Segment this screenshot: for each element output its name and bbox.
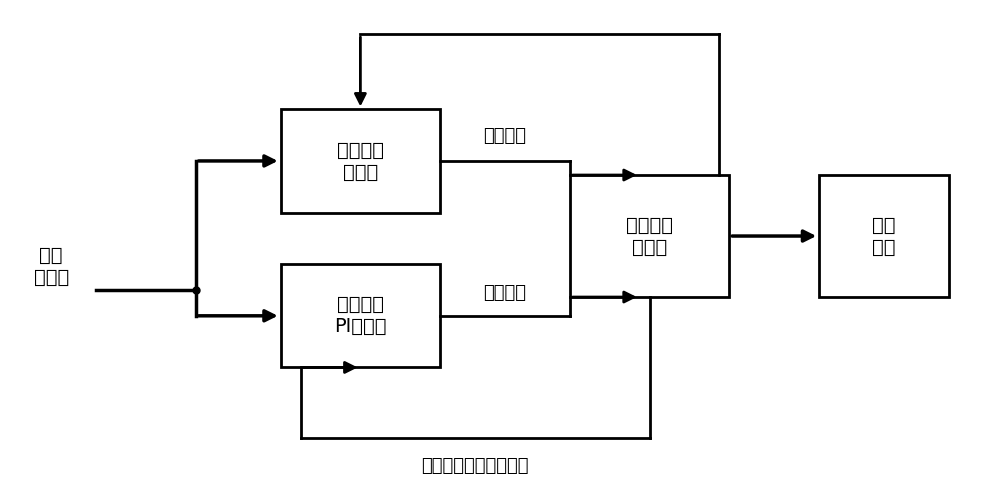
- FancyBboxPatch shape: [281, 109, 440, 213]
- Text: 转速
设定值: 转速 设定值: [34, 246, 69, 287]
- FancyBboxPatch shape: [281, 264, 440, 367]
- Text: 转速和定子电流反馈值: 转速和定子电流反馈值: [421, 456, 529, 475]
- FancyBboxPatch shape: [819, 175, 949, 297]
- Text: 模糊频率
控制器: 模糊频率 控制器: [337, 140, 384, 182]
- Text: 电流幅值
PI控制器: 电流幅值 PI控制器: [334, 296, 387, 336]
- Text: 转差频率: 转差频率: [483, 126, 526, 145]
- Text: 电流幅值: 电流幅值: [483, 284, 526, 302]
- Text: 脉冲
负载: 脉冲 负载: [872, 216, 896, 257]
- Text: 三相异步
电动机: 三相异步 电动机: [626, 216, 673, 257]
- FancyBboxPatch shape: [570, 175, 729, 297]
